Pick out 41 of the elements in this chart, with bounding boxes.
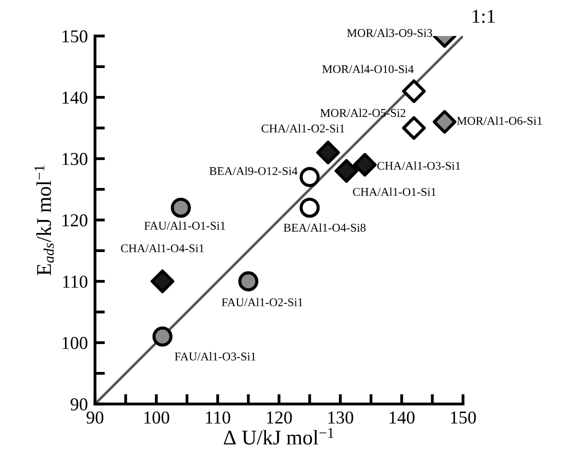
annotation: CHA/Al1-O4-Si1 <box>120 244 204 252</box>
point <box>432 110 456 134</box>
point <box>300 167 320 188</box>
x-tick-label: 140 <box>390 411 415 424</box>
y-axis-title: E$_{ads}$/kJ mol$^{−1}$ <box>34 166 54 276</box>
y-tick-label: 110 <box>63 276 88 288</box>
annotation: FAU/Al1-O2-Si1 <box>222 298 303 306</box>
x-tick-label: 110 <box>206 411 230 424</box>
x-axis-title: Δ U/kJ mol$^{−1}$ <box>224 428 334 445</box>
annotation: 1:1 <box>472 10 495 23</box>
annotation: CHA/Al1-O2-Si1 <box>262 124 344 132</box>
x-tick-label: 90 <box>86 411 104 424</box>
point <box>300 198 320 218</box>
point <box>238 271 258 292</box>
x-tick-label: 150 <box>451 411 476 424</box>
annotation: MOR/Al3-O9-Si3 <box>347 28 432 37</box>
y-tick-label: 140 <box>62 92 88 104</box>
annotation: FAU/Al1-O3-Si1 <box>174 352 256 360</box>
x-tick-label: 100 <box>144 411 170 424</box>
annotation: CHA/Al1-O1-Si1 <box>352 188 436 196</box>
y-tick-label: 90 <box>70 398 88 410</box>
annotation: FAU/Al1-O1-Si1 <box>144 221 226 230</box>
y-tick-label: 150 <box>62 30 88 42</box>
y-tick-label: 120 <box>62 214 88 226</box>
point <box>152 326 172 347</box>
point <box>402 116 426 140</box>
annotation: CHA/Al1-O3-Si1 <box>377 161 460 170</box>
x-tick-label: 120 <box>267 411 292 424</box>
y-tick-label: 130 <box>62 152 88 166</box>
x-tick-label: 130 <box>328 411 354 424</box>
point <box>150 270 174 294</box>
y-tick-label: 100 <box>62 336 88 350</box>
point <box>402 79 426 104</box>
point <box>334 159 358 183</box>
point <box>316 140 340 164</box>
annotation: MOR/Al4-O10-Si4 <box>322 64 414 74</box>
point <box>170 198 191 218</box>
point <box>353 152 377 177</box>
annotation: MOR/Al1-O6-Si1 <box>456 116 542 125</box>
annotation: BEA/Al1-O4-Si8 <box>284 223 366 232</box>
annotation: BEA/Al9-O12-Si4 <box>209 166 298 176</box>
